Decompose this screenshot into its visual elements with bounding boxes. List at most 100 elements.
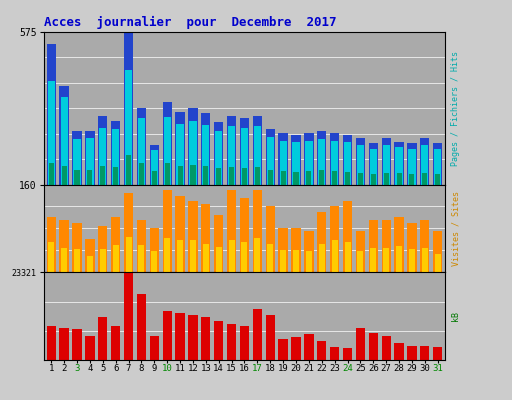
Bar	[188, 108, 198, 184]
Bar	[383, 248, 389, 272]
Bar	[87, 256, 93, 272]
Bar	[357, 252, 364, 272]
Bar	[164, 238, 170, 272]
Bar	[408, 144, 417, 184]
Bar	[216, 247, 222, 272]
Bar	[113, 167, 118, 184]
Bar	[394, 142, 403, 184]
Bar	[126, 155, 131, 184]
Bar	[281, 171, 286, 184]
Bar	[356, 138, 365, 184]
Bar	[162, 102, 172, 184]
Bar	[291, 338, 301, 360]
Bar	[293, 172, 298, 184]
Bar	[152, 171, 157, 184]
Bar	[369, 144, 378, 184]
Bar	[150, 336, 159, 360]
Bar	[291, 228, 301, 272]
Bar	[48, 81, 55, 184]
Bar	[150, 145, 159, 184]
Bar	[98, 226, 108, 272]
Bar	[86, 132, 95, 184]
Bar	[190, 165, 196, 184]
Bar	[242, 168, 247, 184]
Bar	[241, 128, 248, 184]
Bar	[240, 198, 249, 272]
Bar	[124, 272, 133, 360]
Bar	[344, 142, 351, 184]
Bar	[47, 218, 56, 272]
Text: Pages / Fichiers / Hits: Pages / Fichiers / Hits	[452, 51, 460, 166]
Bar	[60, 97, 68, 184]
Bar	[59, 328, 69, 360]
Bar	[358, 173, 363, 184]
Bar	[381, 336, 391, 360]
Bar	[267, 244, 273, 272]
Bar	[345, 242, 351, 272]
Bar	[176, 112, 185, 184]
Bar	[188, 315, 198, 360]
Text: Acces  journalier  pour  Decembre  2017: Acces journalier pour Decembre 2017	[44, 16, 336, 29]
Bar	[125, 237, 132, 272]
Bar	[48, 242, 54, 272]
Bar	[138, 245, 144, 272]
Bar	[139, 163, 144, 184]
Bar	[434, 149, 441, 184]
Bar	[435, 174, 440, 184]
Bar	[433, 231, 442, 272]
Bar	[111, 326, 120, 360]
Bar	[279, 339, 288, 360]
Bar	[330, 206, 339, 272]
Bar	[72, 223, 81, 272]
Text: Visites / Sites: Visites / Sites	[452, 191, 460, 266]
Bar	[394, 218, 403, 272]
Bar	[61, 166, 67, 184]
Bar	[317, 341, 327, 360]
Bar	[242, 242, 247, 272]
Bar	[396, 174, 401, 184]
Bar	[125, 70, 132, 184]
Bar	[435, 254, 441, 272]
Bar	[305, 141, 312, 184]
Bar	[177, 240, 183, 272]
Bar	[100, 249, 106, 272]
Bar	[150, 228, 159, 272]
Bar	[189, 121, 197, 184]
Bar	[88, 170, 93, 184]
Bar	[306, 171, 311, 184]
Bar	[409, 149, 416, 184]
Bar	[369, 220, 378, 272]
Bar	[267, 137, 274, 184]
Bar	[86, 336, 95, 360]
Bar	[420, 346, 430, 360]
Bar	[396, 246, 402, 272]
Bar	[319, 244, 325, 272]
Bar	[151, 252, 157, 272]
Bar	[201, 113, 210, 184]
Bar	[151, 150, 158, 184]
Bar	[227, 324, 236, 360]
Bar	[163, 117, 171, 184]
Bar	[228, 126, 235, 184]
Bar	[343, 201, 352, 272]
Bar	[113, 245, 119, 272]
Bar	[124, 32, 133, 184]
Bar	[227, 116, 236, 184]
Bar	[190, 240, 196, 272]
Bar	[279, 228, 288, 272]
Bar	[201, 204, 210, 272]
Bar	[280, 141, 287, 184]
Bar	[61, 248, 67, 272]
Bar	[214, 215, 223, 272]
Bar	[229, 167, 234, 184]
Bar	[86, 239, 95, 272]
Bar	[111, 218, 120, 272]
Bar	[253, 116, 262, 184]
Bar	[228, 240, 234, 272]
Bar	[280, 250, 286, 272]
Bar	[369, 333, 378, 360]
Bar	[165, 163, 170, 184]
Bar	[420, 138, 430, 184]
Bar	[343, 136, 352, 184]
Bar	[216, 168, 221, 184]
